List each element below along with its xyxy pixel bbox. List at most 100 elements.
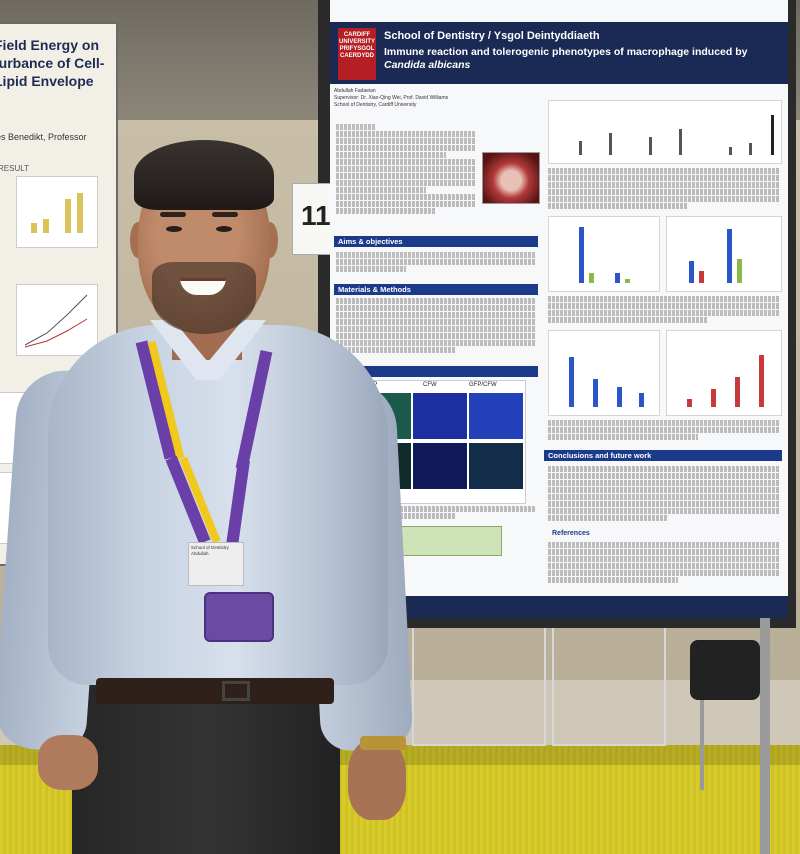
poster-title-italic: Candida albicans <box>384 59 471 71</box>
bar <box>589 273 594 283</box>
introduction-text <box>336 124 476 224</box>
poster-title: Immune reaction and tolerogenic phenotyp… <box>384 46 747 72</box>
bar <box>727 229 732 283</box>
eyebrow <box>212 212 238 217</box>
poster-footer <box>330 596 788 618</box>
micro-image <box>413 393 467 439</box>
materials-text <box>336 298 536 360</box>
bar <box>579 227 584 283</box>
bar <box>711 389 716 407</box>
micro-image <box>469 443 523 489</box>
bar <box>43 219 49 233</box>
hair <box>134 140 274 210</box>
logo-text: UNIVERSITY <box>338 39 375 45</box>
micro-image <box>469 393 523 439</box>
bar <box>759 355 764 407</box>
figure-4-caption <box>548 420 780 444</box>
badge-holder <box>204 592 274 642</box>
poster-title-text: Immune reaction and tolerogenic phenotyp… <box>384 46 748 58</box>
author-line: School of Dentistry, Cardiff University <box>334 102 417 108</box>
bar <box>65 199 71 233</box>
beard <box>152 262 256 334</box>
booth-number: 11 <box>301 200 331 231</box>
booth-number-card: 11 <box>292 183 334 255</box>
logo-text: CARDIFF <box>343 32 371 38</box>
chart-tnf <box>548 216 660 292</box>
bar <box>699 271 704 283</box>
logo-text: PRIFYSGOL <box>339 46 375 52</box>
conclusions-heading: Conclusions and future work <box>544 450 782 461</box>
badge-line: School of Dentistry <box>191 545 229 550</box>
belt-buckle <box>222 681 250 701</box>
poster-header: CARDIFF UNIVERSITY PRIFYSGOL CAERDYDD Sc… <box>330 22 788 84</box>
logo-text: CAERDYDD <box>339 53 374 59</box>
bar <box>771 115 774 155</box>
left-poster-line-figure <box>16 284 98 356</box>
eye <box>166 226 182 232</box>
clinical-photo <box>482 152 540 204</box>
bar <box>735 377 740 407</box>
conclusions-text <box>548 466 780 528</box>
bar <box>689 261 694 283</box>
micro-label: CFW <box>423 382 437 388</box>
chart-tolerance-tnf <box>548 330 660 416</box>
bar <box>729 147 732 155</box>
aims-heading: Aims & objectives <box>334 236 538 247</box>
left-poster-section-label: RESULT <box>0 164 29 173</box>
aims-text <box>336 252 536 278</box>
right-hand <box>348 740 406 820</box>
left-poster-title: Field Energy on turbance of Cell- Lipid … <box>0 36 112 90</box>
left-poster-title-line: turbance of Cell- <box>0 55 105 71</box>
research-poster: CARDIFF UNIVERSITY PRIFYSGOL CAERDYDD Sc… <box>330 0 788 618</box>
micro-label: GFP/CFW <box>469 382 497 388</box>
smile <box>180 278 226 295</box>
author-line: Abdullah Fadaeian <box>334 88 376 94</box>
bar <box>617 387 622 407</box>
eyebrow <box>160 212 186 217</box>
left-poster-bar-figure <box>16 176 98 248</box>
eye <box>216 226 232 232</box>
wristwatch <box>360 736 406 750</box>
bar <box>569 357 574 407</box>
bar <box>609 133 612 155</box>
trousers <box>72 682 340 854</box>
bar <box>625 279 630 283</box>
author-line: Supervisor: Dr. Xiao-Qing Wei, Prof. Dav… <box>334 95 449 101</box>
line-plot <box>24 294 88 348</box>
bar <box>593 379 598 407</box>
poster-board-leg <box>760 600 770 854</box>
belt <box>96 678 334 704</box>
bar <box>737 259 742 283</box>
figure-3-caption <box>548 296 780 324</box>
badge-line: Abdullah <box>191 551 209 556</box>
bar <box>639 393 644 407</box>
bar <box>77 193 83 233</box>
bar <box>687 399 692 407</box>
materials-heading: Materials & Methods <box>334 284 538 295</box>
bar <box>31 223 37 233</box>
bar <box>749 143 752 155</box>
micro-image <box>413 443 467 489</box>
bar <box>615 273 620 283</box>
bar <box>579 141 582 155</box>
school-name: School of Dentistry / Ysgol Deintyddiaet… <box>384 30 600 42</box>
poster-authors: Abdullah Fadaeian Supervisor: Dr. Xiao-Q… <box>334 88 448 109</box>
figure-2-caption <box>548 168 780 210</box>
left-poster-title-line: Lipid Envelope <box>0 73 94 89</box>
references-text <box>548 542 780 584</box>
chart-tolerance-il10 <box>666 330 782 416</box>
left-poster-title-line: Field Energy on <box>0 37 100 53</box>
chart-mrna-expression <box>548 100 782 164</box>
left-poster-author: es Benedikt, Professor <box>0 132 87 142</box>
bar <box>679 129 682 155</box>
chair-leg <box>700 700 704 790</box>
bar <box>649 137 652 155</box>
chart-il10 <box>666 216 782 292</box>
name-badge: School of Dentistry Abdullah <box>188 542 244 586</box>
cardiff-logo: CARDIFF UNIVERSITY PRIFYSGOL CAERDYDD <box>338 28 376 80</box>
references-heading: References <box>552 530 590 537</box>
left-hand <box>38 735 98 790</box>
chair <box>690 640 760 700</box>
